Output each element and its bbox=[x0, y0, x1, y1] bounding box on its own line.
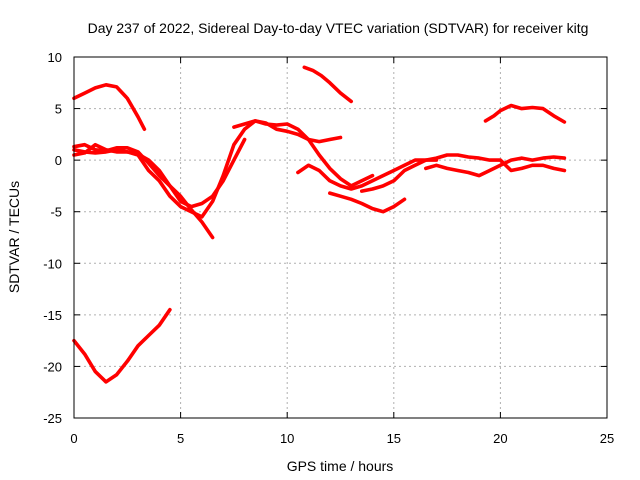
y-tick-label: 0 bbox=[55, 153, 62, 168]
x-tick-label: 15 bbox=[387, 431, 401, 446]
x-tick-label: 10 bbox=[280, 431, 294, 446]
series-track-4 bbox=[72, 119, 343, 219]
series-layer bbox=[72, 65, 567, 384]
series-track-6 bbox=[232, 119, 375, 188]
y-tick-label: -25 bbox=[43, 411, 62, 426]
plot-frame bbox=[73, 56, 608, 419]
y-tick-label: -15 bbox=[43, 308, 62, 323]
x-tick-label: 20 bbox=[493, 431, 507, 446]
series-track-1 bbox=[72, 83, 147, 131]
x-tick-labels: 0 5 10 15 20 25 bbox=[70, 431, 614, 446]
y-tick-labels: -25 -20 -15 -10 -5 0 5 10 bbox=[43, 50, 62, 426]
y-tick-label: -10 bbox=[43, 256, 62, 271]
chart-title: Day 237 of 2022, Sidereal Day-to-day VTE… bbox=[88, 20, 589, 36]
series-track-8 bbox=[296, 158, 439, 191]
series-track-5 bbox=[72, 307, 172, 384]
x-tick-label: 25 bbox=[600, 431, 614, 446]
grid-lines bbox=[74, 57, 607, 418]
x-axis-label: GPS time / hours bbox=[287, 458, 394, 474]
series-track-7 bbox=[302, 65, 353, 104]
axis-ticks bbox=[73, 56, 608, 419]
x-tick-label: 0 bbox=[70, 431, 77, 446]
y-tick-label: -5 bbox=[50, 205, 62, 220]
y-tick-label: -20 bbox=[43, 359, 62, 374]
series-track-3 bbox=[72, 142, 215, 240]
x-tick-label: 5 bbox=[177, 431, 184, 446]
y-axis-label: SDTVAR / TECUs bbox=[6, 181, 22, 293]
y-tick-label: 5 bbox=[55, 102, 62, 117]
y-tick-label: 10 bbox=[48, 50, 62, 65]
series-track-9 bbox=[328, 191, 407, 214]
series-track-11 bbox=[424, 155, 567, 178]
series-track-10 bbox=[360, 153, 567, 193]
series-track-12 bbox=[483, 103, 567, 124]
